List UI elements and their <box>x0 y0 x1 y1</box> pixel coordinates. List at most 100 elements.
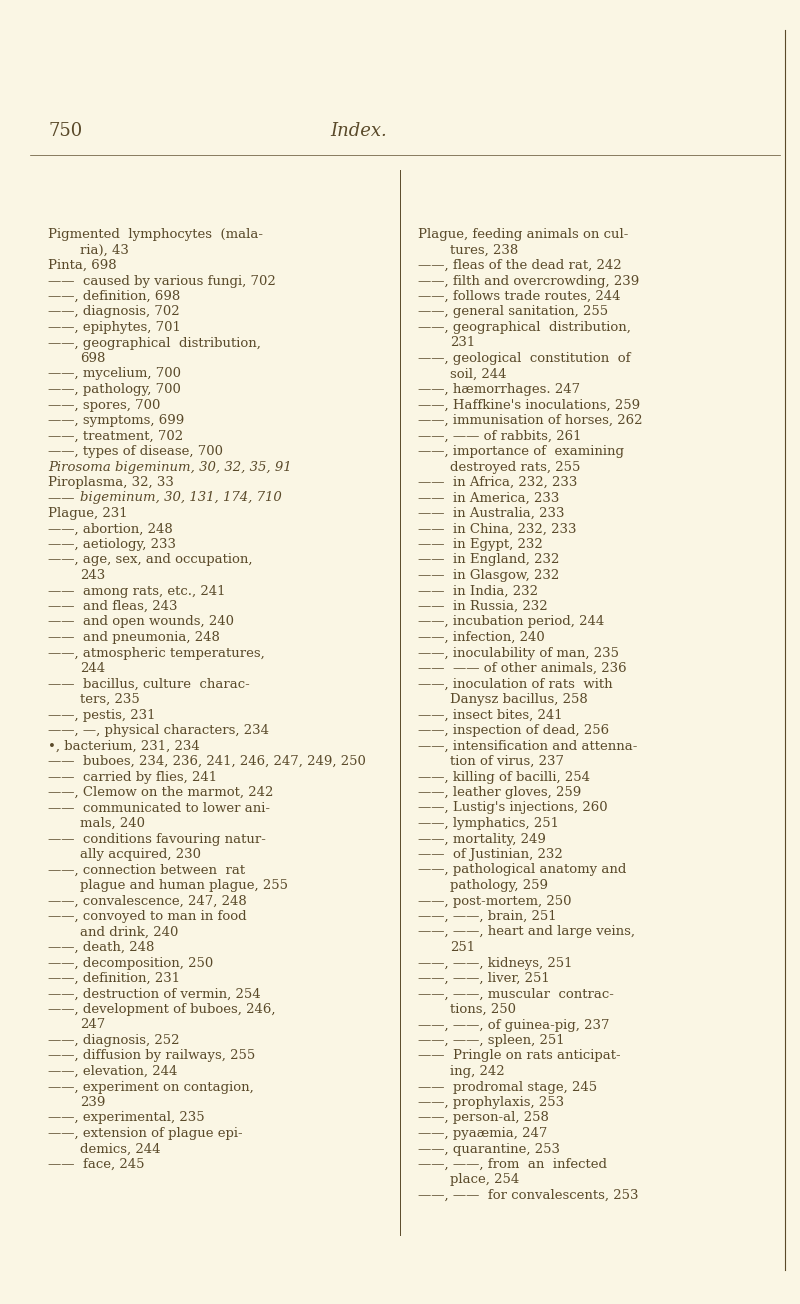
Text: ——, —— of rabbits, 261: ——, —— of rabbits, 261 <box>418 429 582 442</box>
Text: ——, development of buboes, 246,: ——, development of buboes, 246, <box>48 1003 275 1016</box>
Text: Plague, 231: Plague, 231 <box>48 507 128 520</box>
Text: ——, Haffkine's inoculations, 259: ——, Haffkine's inoculations, 259 <box>418 399 640 412</box>
Text: tures, 238: tures, 238 <box>450 244 518 257</box>
Text: destroyed rats, 255: destroyed rats, 255 <box>450 460 580 473</box>
Text: Pirosoma bigeminum, 30, 32, 35, 91: Pirosoma bigeminum, 30, 32, 35, 91 <box>48 460 292 473</box>
Text: ——, importance of  examining: ——, importance of examining <box>418 445 624 458</box>
Text: ——, ——, from  an  infected: ——, ——, from an infected <box>418 1158 607 1171</box>
Text: ——  in Russia, 232: —— in Russia, 232 <box>418 600 548 613</box>
Text: 247: 247 <box>80 1018 106 1031</box>
Text: Index.: Index. <box>330 123 386 140</box>
Text: ——, leather gloves, 259: ——, leather gloves, 259 <box>418 786 582 799</box>
Text: ——, ——, spleen, 251: ——, ——, spleen, 251 <box>418 1034 565 1047</box>
Text: ——  in India, 232: —— in India, 232 <box>418 584 538 597</box>
Text: pathology, 259: pathology, 259 <box>450 879 548 892</box>
Text: ——, mycelium, 700: ——, mycelium, 700 <box>48 368 181 381</box>
Text: ——  and fleas, 243: —— and fleas, 243 <box>48 600 178 613</box>
Text: ——  carried by flies, 241: —— carried by flies, 241 <box>48 771 217 784</box>
Text: ——, follows trade routes, 244: ——, follows trade routes, 244 <box>418 289 621 303</box>
Text: ——, insect bites, 241: ——, insect bites, 241 <box>418 708 562 721</box>
Text: 231: 231 <box>450 336 475 349</box>
Text: ——, types of disease, 700: ——, types of disease, 700 <box>48 445 223 458</box>
Text: ——, geographical  distribution,: ——, geographical distribution, <box>418 321 631 334</box>
Text: ——, ——, of guinea-pig, 237: ——, ——, of guinea-pig, 237 <box>418 1018 610 1031</box>
Text: ——, intensification and attenna-: ——, intensification and attenna- <box>418 739 638 752</box>
Text: mals, 240: mals, 240 <box>80 818 145 831</box>
Text: ally acquired, 230: ally acquired, 230 <box>80 848 201 861</box>
Text: ——  conditions favouring natur-: —— conditions favouring natur- <box>48 832 266 845</box>
Text: ——  of Justinian, 232: —— of Justinian, 232 <box>418 848 562 861</box>
Text: ——, immunisation of horses, 262: ——, immunisation of horses, 262 <box>418 413 642 426</box>
Text: ——, experiment on contagion,: ——, experiment on contagion, <box>48 1081 254 1094</box>
Text: ters, 235: ters, 235 <box>80 692 140 705</box>
Text: plague and human plague, 255: plague and human plague, 255 <box>80 879 288 892</box>
Text: ——  in Glasgow, 232: —— in Glasgow, 232 <box>418 569 559 582</box>
Text: 698: 698 <box>80 352 106 365</box>
Text: Danysz bacillus, 258: Danysz bacillus, 258 <box>450 692 588 705</box>
Text: ——, Clemow on the marmot, 242: ——, Clemow on the marmot, 242 <box>48 786 274 799</box>
Text: ——, ——, liver, 251: ——, ——, liver, 251 <box>418 971 550 985</box>
Text: place, 254: place, 254 <box>450 1174 519 1187</box>
Text: ——, ——, muscular  contrac-: ——, ——, muscular contrac- <box>418 987 614 1000</box>
Text: ——  in Australia, 233: —— in Australia, 233 <box>418 507 565 520</box>
Text: ——  Pringle on rats anticipat-: —— Pringle on rats anticipat- <box>418 1050 621 1063</box>
Text: ——, pathological anatomy and: ——, pathological anatomy and <box>418 863 626 876</box>
Text: ——  face, 245: —— face, 245 <box>48 1158 145 1171</box>
Text: ——, general sanitation, 255: ——, general sanitation, 255 <box>418 305 608 318</box>
Text: ——, person-al, 258: ——, person-al, 258 <box>418 1111 549 1124</box>
Text: ——  —— of other animals, 236: —— —— of other animals, 236 <box>418 662 626 675</box>
Text: ——, inspection of dead, 256: ——, inspection of dead, 256 <box>418 724 609 737</box>
Text: ——  in Egypt, 232: —— in Egypt, 232 <box>418 539 542 552</box>
Text: ——, aetiology, 233: ——, aetiology, 233 <box>48 539 176 552</box>
Text: ——, infection, 240: ——, infection, 240 <box>418 631 545 644</box>
Text: ——, age, sex, and occupation,: ——, age, sex, and occupation, <box>48 553 253 566</box>
Text: 243: 243 <box>80 569 106 582</box>
Text: ——, treatment, 702: ——, treatment, 702 <box>48 429 183 442</box>
Text: ——, diagnosis, 702: ——, diagnosis, 702 <box>48 305 180 318</box>
Text: ——  and pneumonia, 248: —— and pneumonia, 248 <box>48 631 220 644</box>
Text: tion of virus, 237: tion of virus, 237 <box>450 755 564 768</box>
Text: ——, post-mortem, 250: ——, post-mortem, 250 <box>418 895 571 908</box>
Text: ——, definition, 231: ——, definition, 231 <box>48 971 180 985</box>
Text: ——, decomposition, 250: ——, decomposition, 250 <box>48 957 214 969</box>
Text: ——, abortion, 248: ——, abortion, 248 <box>48 523 173 536</box>
Text: ——, epiphytes, 701: ——, epiphytes, 701 <box>48 321 181 334</box>
Text: ria), 43: ria), 43 <box>80 244 129 257</box>
Text: ——, definition, 698: ——, definition, 698 <box>48 289 180 303</box>
Text: Plague, feeding animals on cul-: Plague, feeding animals on cul- <box>418 228 628 241</box>
Text: ——, pyaæmia, 247: ——, pyaæmia, 247 <box>418 1127 547 1140</box>
Text: Pigmented  lymphocytes  (mala-: Pigmented lymphocytes (mala- <box>48 228 263 241</box>
Text: ——, connection between  rat: ——, connection between rat <box>48 863 245 876</box>
Text: ——, geographical  distribution,: ——, geographical distribution, <box>48 336 261 349</box>
Text: ——  communicated to lower ani-: —— communicated to lower ani- <box>48 802 270 815</box>
Text: ——, ——, kidneys, 251: ——, ——, kidneys, 251 <box>418 957 573 969</box>
Text: ——, experimental, 235: ——, experimental, 235 <box>48 1111 205 1124</box>
Text: ——  bacillus, culture  charac-: —— bacillus, culture charac- <box>48 678 250 691</box>
Text: ——, diffusion by railways, 255: ——, diffusion by railways, 255 <box>48 1050 255 1063</box>
Text: ——  caused by various fungi, 702: —— caused by various fungi, 702 <box>48 275 276 287</box>
Text: ——  buboes, 234, 236, 241, 246, 247, 249, 250: —— buboes, 234, 236, 241, 246, 247, 249,… <box>48 755 366 768</box>
Text: ing, 242: ing, 242 <box>450 1065 505 1078</box>
Text: ——, ——, brain, 251: ——, ——, brain, 251 <box>418 910 557 923</box>
Text: 244: 244 <box>80 662 105 675</box>
Text: ——, mortality, 249: ——, mortality, 249 <box>418 832 546 845</box>
Text: ——, diagnosis, 252: ——, diagnosis, 252 <box>48 1034 179 1047</box>
Text: ——, killing of bacilli, 254: ——, killing of bacilli, 254 <box>418 771 590 784</box>
Text: ——, fleas of the dead rat, 242: ——, fleas of the dead rat, 242 <box>418 259 622 273</box>
Text: and drink, 240: and drink, 240 <box>80 926 178 939</box>
Text: ——, inoculability of man, 235: ——, inoculability of man, 235 <box>418 647 619 660</box>
Text: ——, destruction of vermin, 254: ——, destruction of vermin, 254 <box>48 987 261 1000</box>
Text: ——  prodromal stage, 245: —— prodromal stage, 245 <box>418 1081 597 1094</box>
Text: ——, Lustig's injections, 260: ——, Lustig's injections, 260 <box>418 802 608 815</box>
Text: ——, quarantine, 253: ——, quarantine, 253 <box>418 1142 560 1155</box>
Text: ——, —, physical characters, 234: ——, —, physical characters, 234 <box>48 724 269 737</box>
Text: ——, death, 248: ——, death, 248 <box>48 941 154 955</box>
Text: ——  in China, 232, 233: —— in China, 232, 233 <box>418 523 577 536</box>
Text: bigeminum, 30, 131, 174, 710: bigeminum, 30, 131, 174, 710 <box>80 492 282 505</box>
Text: ——, lymphatics, 251: ——, lymphatics, 251 <box>418 818 559 831</box>
Text: ——  among rats, etc., 241: —— among rats, etc., 241 <box>48 584 226 597</box>
Text: ——, pathology, 700: ——, pathology, 700 <box>48 383 181 396</box>
Text: ——, atmospheric temperatures,: ——, atmospheric temperatures, <box>48 647 265 660</box>
Text: ——, ——  for convalescents, 253: ——, —— for convalescents, 253 <box>418 1189 638 1202</box>
Text: ——, convoyed to man in food: ——, convoyed to man in food <box>48 910 246 923</box>
